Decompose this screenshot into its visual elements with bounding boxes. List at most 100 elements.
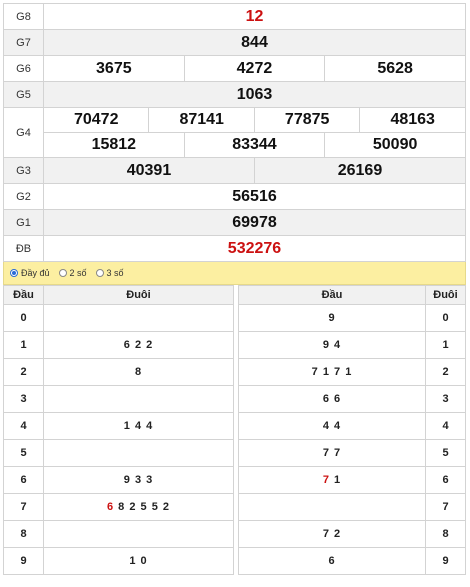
head-digits: 7 1 7 1 [238,358,426,386]
table-row: 9 4 1 [238,331,466,359]
head-digits: 6 [238,547,426,575]
prize-label: G6 [3,55,44,82]
head-digit: 7 [3,493,44,521]
head-digits: 7 1 [238,466,426,494]
table-row: 6 9 3 3 [3,466,234,494]
tail-digit: 8 [425,520,466,548]
option-label: 3 số [106,268,124,278]
prize-label: G5 [3,81,44,108]
table-row: 7 2 8 [238,520,466,548]
radio-selected-icon[interactable] [10,269,18,277]
table-row: 3 [3,385,234,413]
highlight-digit: 6 [107,501,115,513]
prize-label: G3 [3,157,44,184]
table-row: 6 6 3 [238,385,466,413]
prize-value: 40391 [43,157,255,184]
prize-row-g2: G2 56516 [3,183,466,210]
head-digit: 3 [3,385,44,413]
prize-label: G2 [3,183,44,210]
option-2-digits[interactable]: 2 số [58,268,87,278]
prize-value: 56516 [43,183,466,210]
head-digits [238,493,426,521]
prize-label: G4 [3,107,44,158]
prize-row-g3: G3 40391 26169 [3,157,467,184]
prize-value: 5628 [324,55,466,82]
head-digits: 7 7 [238,439,426,467]
digits: 9 4 [322,339,342,351]
tail-digits [43,520,234,548]
prize-table: G8 12 G7 844 G6 3675 4272 5628 G5 1063 G… [3,3,467,262]
option-3-digits[interactable]: 3 số [95,268,124,278]
digits: 9 3 3 [123,474,154,486]
table-row: 4 4 4 [238,412,466,440]
prize-row-g7: G7 844 [3,29,466,56]
prize-value: 87141 [148,107,255,133]
head-digit: 2 [3,358,44,386]
head-digit: 1 [3,331,44,359]
lottery-results: G8 12 G7 844 G6 3675 4272 5628 G5 1063 G… [3,3,467,575]
prize-value: 26169 [253,157,467,184]
tail-digit: 9 [425,547,466,575]
tail-digit: 3 [425,385,466,413]
column-header: Đầu [3,285,44,305]
head-digits: 7 2 [238,520,426,548]
tail-digit: 7 [425,493,466,521]
prize-value: 69978 [43,209,466,236]
prize-value: 12 [43,3,466,30]
head-digit: 9 [3,547,44,575]
prize-label: G1 [3,209,44,236]
tail-digit: 0 [425,304,466,332]
prize-value: 70472 [42,107,150,133]
prize-row-g5: G5 1063 [3,81,466,108]
prize-label: G8 [3,3,44,30]
tail-digits [43,385,234,413]
tail-digit: 1 [425,331,466,359]
table-row: 9 1 0 [3,547,234,575]
special-prize-value: 532276 [43,235,466,262]
head-digits: 9 [238,304,426,332]
table-row: 7 7 5 [238,439,466,467]
tail-digit: 6 [425,466,466,494]
prize-value: 1063 [43,81,466,108]
prize-value: 844 [43,29,466,56]
option-full[interactable]: Đầy đủ [10,268,50,278]
prize-row-g4: G4 70472 87141 77875 48163 [3,107,466,158]
digits: 6 2 2 [123,339,154,351]
digits: 8 2 5 5 2 [114,501,170,513]
digits: 1 [329,474,342,486]
option-label: 2 số [69,268,87,278]
prize-value: 48163 [359,107,466,133]
prize-value: 77875 [253,107,361,133]
tail-digits: 1 4 4 [43,412,234,440]
display-options: Đầy đủ 2 số 3 số [3,262,466,285]
head-digits: 6 6 [238,385,426,413]
table-row: 1 6 2 2 [3,331,234,359]
radio-icon[interactable] [95,269,104,277]
prize-row-g6: G6 3675 4272 5628 [3,55,466,82]
digits: 6 6 [322,393,342,405]
option-label: Đầy đủ [21,268,50,278]
prize-value: 3675 [43,55,185,82]
tail-digit: 2 [425,358,466,386]
prize-label: G7 [3,29,44,56]
digits: 1 4 4 [123,420,154,432]
head-digits: 9 4 [238,331,426,359]
digits: 8 [134,366,143,378]
column-header: Đầu [238,285,426,305]
head-digit: 4 [3,412,44,440]
tail-digits: 9 3 3 [43,466,234,494]
digits: 9 [328,312,336,324]
column-header: Đuôi [43,285,234,305]
prize-value: 50090 [324,132,466,158]
tail-digits: 6 8 2 5 5 2 [43,493,234,521]
prize-value: 83344 [183,132,326,158]
prize-row-db: ĐB 532276 [3,235,466,262]
prize-label: ĐB [3,235,44,262]
head-digit: 6 [3,466,44,494]
radio-icon[interactable] [58,269,67,277]
prize-row-g8: G8 12 [3,3,466,30]
digits: 4 4 [322,420,342,432]
